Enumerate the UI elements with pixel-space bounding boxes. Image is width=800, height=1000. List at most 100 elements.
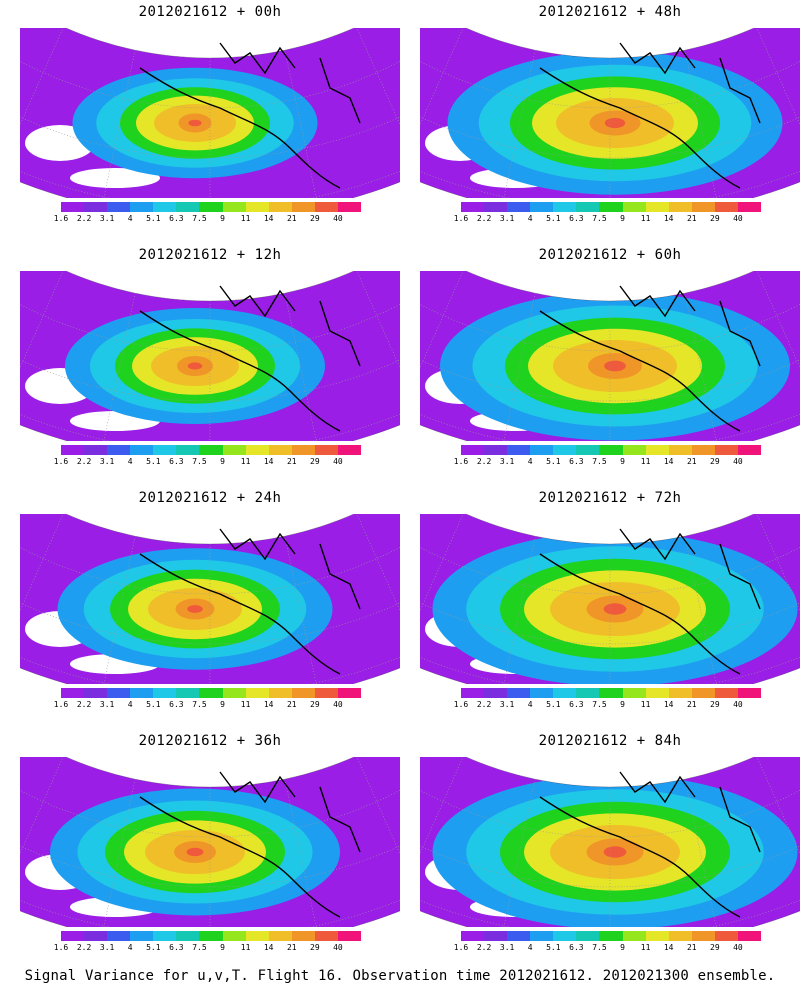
colorbar-swatch [176, 445, 200, 455]
colorbar-swatch [314, 688, 338, 698]
colorbar-tick-label: 1.6 [53, 214, 69, 223]
colorbar-swatch [553, 688, 577, 698]
colorbar-tick-label: 29 [710, 214, 720, 223]
colorbar-ticks: 1.6 2.2 3.1 4 5.1 6.3 7.5 9 11 14 21 29 40 [54, 700, 361, 710]
colorbar-swatch [576, 688, 600, 698]
colorbar-tick-label: 3.1 [99, 700, 115, 709]
colorbar [461, 931, 762, 941]
colorbar-tick-label: 29 [310, 943, 320, 952]
colorbar-ticks: 1.6 2.2 3.1 4 5.1 6.3 7.5 9 11 14 21 29 40 [54, 457, 361, 467]
colorbar-tick-label: 7.5 [592, 214, 607, 223]
coastline [539, 771, 761, 918]
low-variance-region [70, 168, 160, 188]
colorbar-swatch [714, 445, 738, 455]
colorbar-tick-label: 11 [640, 700, 651, 709]
colorbar-tick-label: 14 [663, 700, 674, 709]
colorbar-tick-label: 2.2 [476, 943, 492, 952]
map-plot [20, 514, 400, 684]
colorbar-swatch [268, 931, 292, 941]
colorbar-swatch [245, 202, 269, 212]
colorbar-tick-label: 2.2 [476, 700, 492, 709]
colorbar-ticks: 1.6 2.2 3.1 4 5.1 6.3 7.5 9 11 14 21 29 40 [54, 214, 361, 224]
variance-contour [603, 603, 627, 615]
variance-contour [188, 119, 202, 127]
colorbar-swatch [691, 445, 715, 455]
colorbar-tick-label: 21 [286, 943, 297, 952]
colorbar-swatch [737, 688, 762, 698]
colorbar-swatch [107, 202, 131, 212]
colorbar-tick-label: 5.1 [146, 943, 161, 952]
colorbar-tick-label: 9 [620, 700, 625, 709]
colorbar-tick-label: 1.6 [53, 457, 69, 466]
colorbar-swatch [199, 202, 223, 212]
colorbar-swatch [199, 688, 223, 698]
colorbar-swatch [622, 688, 646, 698]
colorbar-swatch [107, 931, 131, 941]
coastline [539, 42, 761, 189]
colorbar-swatch [668, 688, 692, 698]
field-layer [420, 757, 800, 927]
colorbar-tick-label: 1.6 [53, 943, 69, 952]
map-plot [420, 271, 800, 441]
panel-title: 2012021612 + 00h [138, 4, 282, 20]
colorbar-swatch [176, 202, 200, 212]
colorbar-tick-label: 6.3 [569, 214, 584, 223]
colorbar-swatch [530, 445, 554, 455]
colorbar-swatch [337, 202, 362, 212]
colorbar-tick-label: 4 [527, 214, 533, 223]
field-layer [20, 514, 400, 684]
colorbar-tick-label: 4 [527, 700, 533, 709]
colorbar-swatch [691, 931, 715, 941]
colorbar-swatch [553, 931, 577, 941]
panel-title: 2012021612 + 48h [538, 4, 682, 20]
colorbar-tick-label: 40 [333, 214, 343, 223]
colorbar-tick-label: 6.3 [169, 700, 184, 709]
colorbar-swatch [130, 202, 154, 212]
colorbar-tick-label: 14 [263, 700, 274, 709]
colorbar-swatch [645, 931, 669, 941]
colorbar-tick-label: 21 [286, 457, 297, 466]
colorbar-tick-label: 21 [686, 700, 697, 709]
map-panel-48h: 2012021612 + 48h 1.6 2.2 3.1 4 5.1 6.3 7.5 9 11 1… [420, 2, 800, 240]
colorbar-tick-label: 2.2 [476, 457, 492, 466]
colorbar-tick-label: 2.2 [76, 214, 92, 223]
colorbar-swatch [222, 931, 246, 941]
colorbar-tick-label: 6.3 [169, 214, 184, 223]
map-panel-00h: 2012021612 + 00h 1.6 2.2 3.1 4 5.1 6.3 7.5 9 11 1… [20, 2, 400, 240]
colorbar-tick-label: 7.5 [592, 457, 607, 466]
map-panel-36h: 2012021612 + 36h 1.6 2.2 3.1 4 5.1 6.3 7.5 9 11 1… [20, 731, 400, 969]
colorbar-swatch [576, 445, 600, 455]
map-border [20, 757, 400, 927]
colorbar-swatch [222, 202, 246, 212]
colorbar-ticks: 1.6 2.2 3.1 4 5.1 6.3 7.5 9 11 14 21 29 40 [54, 943, 361, 953]
colorbar-tick-label: 5.1 [146, 457, 161, 466]
map-panel-84h: 2012021612 + 84h 1.6 2.2 3.1 4 5.1 6.3 7.5 9 11 1… [420, 731, 800, 969]
colorbar-swatch [691, 688, 715, 698]
map-border [20, 28, 400, 198]
colorbar-tick-label: 29 [310, 214, 320, 223]
colorbar-tick-label: 29 [310, 700, 320, 709]
colorbar-swatch [314, 931, 338, 941]
colorbar-tick-label: 40 [733, 214, 743, 223]
map-border [420, 28, 800, 198]
colorbar-tick-label: 1.6 [453, 943, 469, 952]
colorbar-swatch [107, 688, 131, 698]
colorbar-tick-label: 5.1 [546, 943, 561, 952]
colorbar-swatch [714, 931, 738, 941]
map-border [420, 757, 800, 927]
colorbar-tick-label: 40 [333, 700, 343, 709]
colorbar-swatch [507, 202, 531, 212]
colorbar-swatch [291, 931, 315, 941]
panel-title: 2012021612 + 72h [538, 490, 682, 506]
colorbar-tick-label: 7.5 [192, 457, 207, 466]
colorbar-tick-label: 4 [127, 457, 133, 466]
colorbar-ticks: 1.6 2.2 3.1 4 5.1 6.3 7.5 9 11 14 21 29 40 [454, 214, 761, 224]
colorbar-swatch [576, 202, 600, 212]
panel-title: 2012021612 + 24h [138, 490, 282, 506]
colorbar-tick-label: 14 [663, 214, 674, 223]
colorbar-swatch [61, 688, 85, 698]
colorbar-tick-label: 9 [220, 700, 225, 709]
colorbar-swatch [337, 688, 362, 698]
variance-contour [604, 360, 626, 372]
colorbar-swatch [84, 445, 108, 455]
